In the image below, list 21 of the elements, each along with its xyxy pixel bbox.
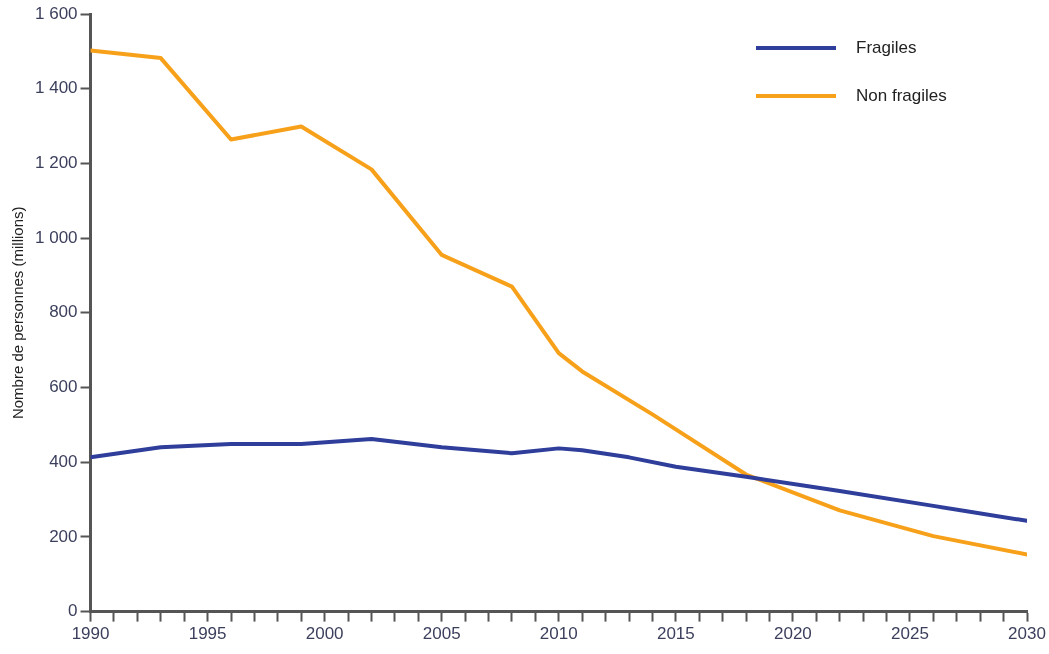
x-tick-label: 2015 — [656, 624, 695, 644]
x-tick-label: 2010 — [539, 624, 578, 644]
x-tick-label: 2020 — [773, 624, 812, 644]
y-tick-label: 1 200 — [34, 153, 78, 173]
y-tick-label: 600 — [49, 377, 78, 397]
y-tick-label: 1 600 — [34, 3, 78, 23]
y-axis-title: Nombre de personnes (millions) — [9, 206, 27, 420]
y-tick-label: 800 — [49, 302, 78, 322]
legend-label: Non fragiles — [856, 86, 947, 106]
legend-label: Fragiles — [856, 38, 917, 58]
y-tick-label: 0 — [68, 601, 78, 621]
x-tick-label: 1990 — [71, 624, 110, 644]
x-tick-label: 1995 — [188, 624, 227, 644]
x-tick-label: 2000 — [305, 624, 344, 644]
x-tick-label: 2030 — [1008, 624, 1046, 644]
y-tick-label: 1 000 — [34, 227, 78, 247]
y-tick-label: 1 400 — [34, 78, 78, 98]
x-tick-label: 2025 — [891, 624, 929, 644]
y-tick-label: 200 — [49, 526, 78, 546]
x-tick-label: 2005 — [422, 624, 461, 644]
y-tick-label: 400 — [49, 451, 78, 471]
